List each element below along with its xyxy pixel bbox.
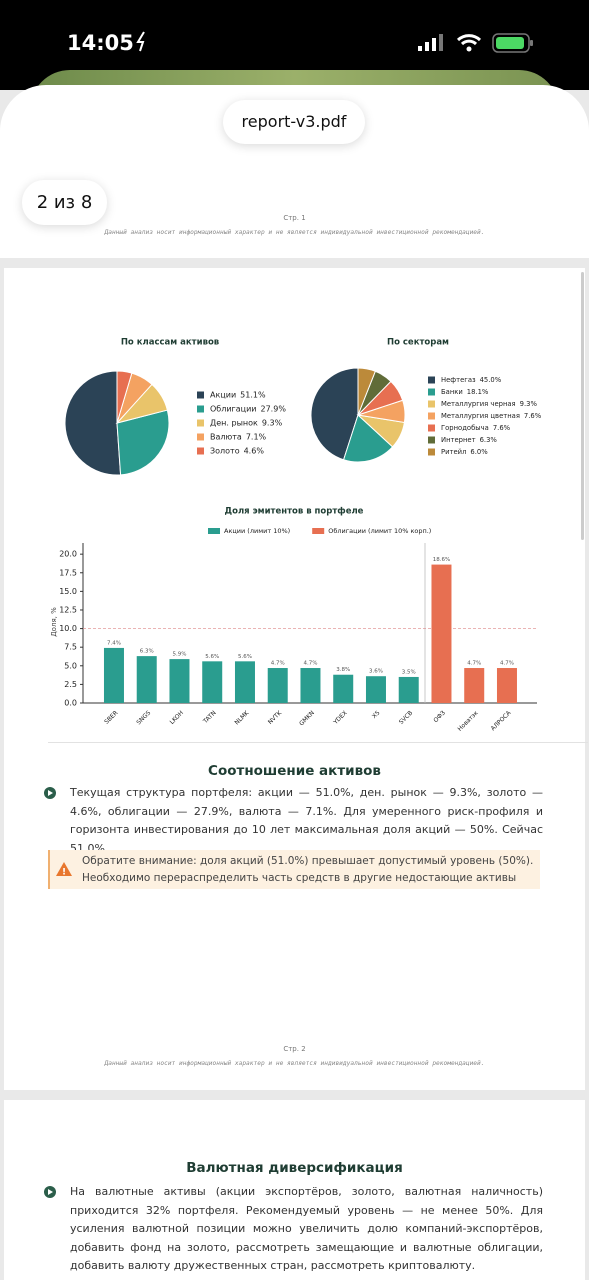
disclaimer: Данный анализ носит информационный харак… [104, 229, 485, 236]
warning-box [48, 850, 540, 889]
paragraph: На валютные активы (акции экспортёров, з… [70, 1185, 543, 1273]
page-label: Стр. 2 [283, 1045, 306, 1053]
divider [48, 742, 588, 743]
clock: 14:05 [67, 31, 134, 55]
section-title: Валютная диверсификация [186, 1160, 403, 1176]
file-name[interactable]: report-v3.pdf [223, 100, 365, 144]
disclaimer: Данный анализ носит информационный харак… [104, 1060, 485, 1067]
paragraph: Текущая структура портфеля: акции — 51.0… [70, 786, 543, 855]
page-3 [4, 1100, 585, 1280]
page-2 [4, 268, 585, 1090]
page-label: Стр. 1 [283, 214, 306, 222]
warning-text: Обратите внимание: доля акций (51.0%) пр… [82, 855, 534, 884]
section-title: Соотношение активов [208, 763, 381, 779]
page-indicator[interactable]: 2 из 8 [22, 180, 107, 225]
